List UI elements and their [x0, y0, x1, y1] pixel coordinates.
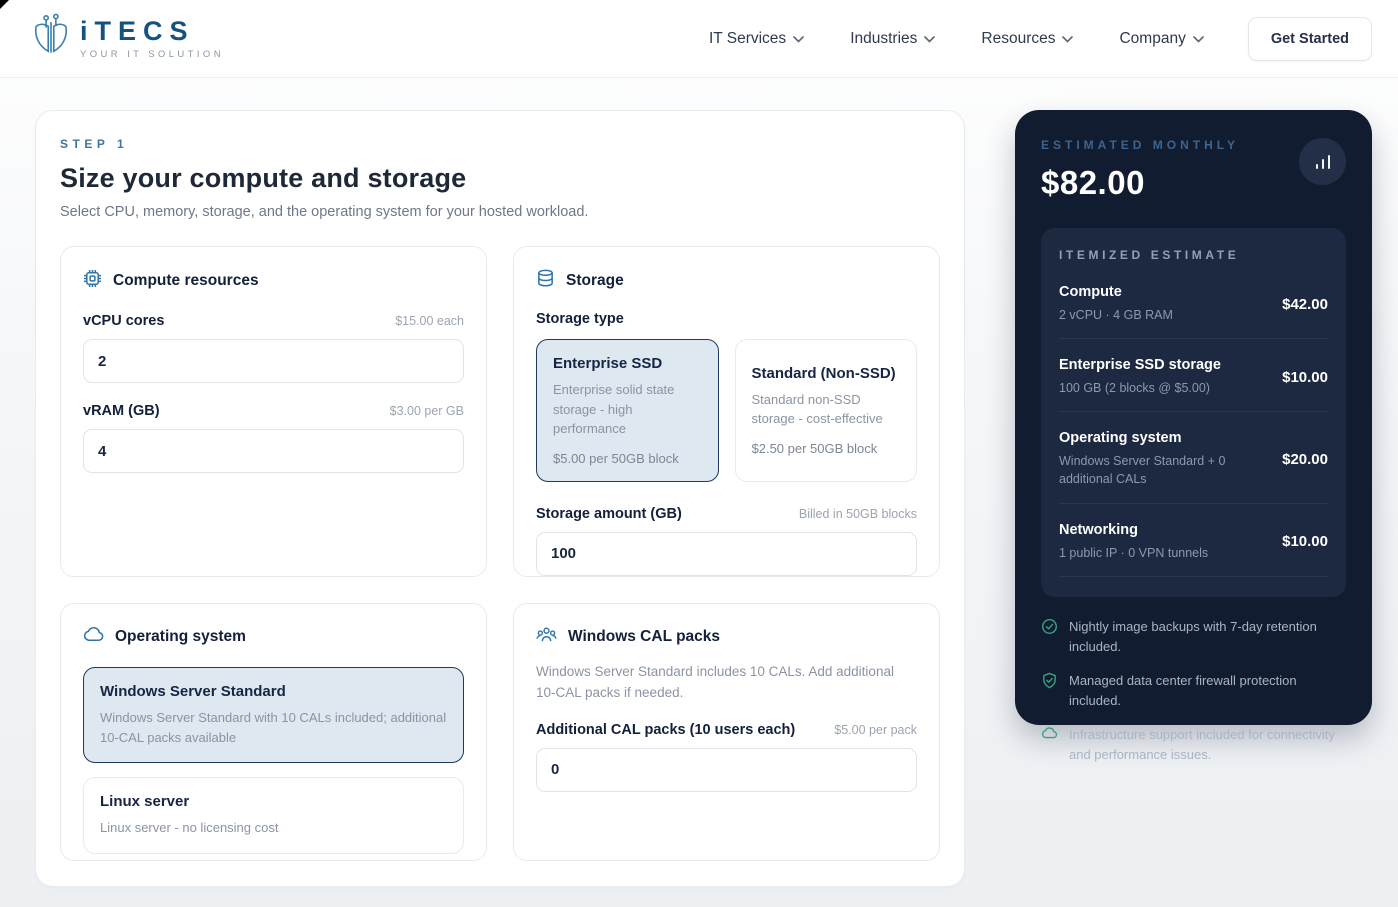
storage-card-title: Storage [566, 272, 624, 289]
option-desc: Standard non-SSD storage - cost-effectiv… [751, 391, 883, 427]
note-support: Infrastructure support included for conn… [1041, 725, 1346, 765]
os-card-title: Operating system [115, 627, 246, 645]
top-navigation-bar: iTECS YOUR IT SOLUTION IT Services Indus… [0, 0, 1398, 78]
note-firewall: Managed data center firewall protection … [1041, 671, 1346, 711]
nav-company[interactable]: Company [1119, 29, 1204, 48]
note-text: Infrastructure support included for conn… [1069, 727, 1335, 763]
item-detail: Windows Server Standard + 0 additional C… [1059, 454, 1226, 487]
nav-label: Industries [850, 29, 918, 47]
storage-amount-label: Storage amount (GB) [536, 505, 682, 522]
step-eyebrow: STEP 1 [60, 137, 129, 151]
item-name: Networking [1059, 521, 1138, 538]
main-nav: IT Services Industries Resources Company [709, 30, 1204, 48]
database-icon [536, 269, 555, 293]
item-detail: 100 GB (2 blocks @ $5.00) [1059, 381, 1210, 396]
page-title: Size your compute and storage [60, 163, 467, 193]
item-name: Compute [1059, 284, 1122, 300]
cal-description: Windows Server Standard includes 10 CALs… [536, 664, 894, 700]
config-grid: Compute resources vCPU cores $15.00 each… [60, 246, 940, 861]
estimate-summary-panel: ESTIMATED MONTHLY $82.00 ITEMIZED ESTIMA… [1015, 110, 1372, 762]
vcpu-label: vCPU cores [83, 313, 165, 329]
os-option-linux[interactable]: Linux server Linux server - no licensing… [83, 777, 464, 854]
shield-check-icon [1041, 672, 1058, 694]
check-circle-icon [1041, 618, 1058, 640]
note-backups: Nightly image backups with 7-day retenti… [1041, 617, 1346, 657]
page-body: STEP 1 Size your compute and storage Sel… [0, 78, 1398, 887]
option-name: Windows Server Standard [100, 683, 286, 700]
storage-amount-hint: Billed in 50GB blocks [798, 506, 917, 521]
item-price: $20.00 [1282, 450, 1328, 468]
item-price: $42.00 [1282, 295, 1328, 313]
estimate-item-storage: Enterprise SSD storage 100 GB (2 blocks … [1059, 351, 1328, 413]
cal-packs-card: Windows CAL packs Windows Server Standar… [513, 603, 940, 861]
operating-system-card: Operating system Windows Server Standard… [60, 603, 487, 861]
included-benefits-list: Nightly image backups with 7-day retenti… [1041, 617, 1346, 766]
nav-industries[interactable]: Industries [850, 29, 936, 48]
note-text: Managed data center firewall protection … [1069, 672, 1297, 709]
option-price: $2.50 per 50GB block [751, 440, 878, 456]
nav-resources[interactable]: Resources [981, 29, 1074, 48]
itecs-logo[interactable]: iTECS YOUR IT SOLUTION [30, 13, 224, 64]
item-detail: 1 public IP · 0 VPN tunnels [1059, 545, 1209, 560]
item-price: $10.00 [1282, 368, 1328, 386]
itemized-estimate-card: ITEMIZED ESTIMATE Compute 2 vCPU · 4 GB … [1041, 228, 1346, 597]
cal-card-title: Windows CAL packs [568, 628, 721, 645]
get-started-button[interactable]: Get Started [1247, 16, 1372, 61]
option-desc: Enterprise solid state storage - high pe… [553, 382, 675, 436]
cal-packs-hint: $5.00 per pack [834, 722, 917, 737]
item-price: $10.00 [1282, 533, 1328, 551]
estimate-item-os: Operating system Windows Server Standard… [1059, 424, 1328, 504]
compute-card-title: Compute resources [113, 272, 259, 289]
storage-card: Storage Storage type Enterprise SSD Ente… [513, 246, 940, 577]
vcpu-input[interactable] [83, 339, 464, 383]
nav-it-services[interactable]: IT Services [709, 30, 804, 48]
cursor-artifact [0, 0, 9, 9]
item-detail: 2 vCPU · 4 GB RAM [1059, 308, 1173, 322]
logo-wordmark: iTECS [80, 15, 195, 46]
chevron-down-icon [924, 30, 936, 48]
vcpu-price-hint: $15.00 each [395, 314, 464, 328]
users-icon [536, 626, 557, 648]
page-subtitle: Select CPU, memory, storage, and the ope… [60, 204, 589, 220]
option-name: Enterprise SSD [553, 355, 663, 372]
item-name: Enterprise SSD storage [1059, 357, 1221, 374]
chevron-down-icon [1193, 30, 1204, 48]
option-name: Standard (Non-SSD) [751, 364, 896, 382]
chevron-down-icon [793, 30, 804, 48]
bar-chart-icon [1299, 138, 1346, 185]
option-price: $5.00 per 50GB block [553, 450, 679, 466]
nav-label: Company [1119, 29, 1186, 47]
estimated-monthly-label: ESTIMATED MONTHLY [1041, 138, 1240, 152]
configurator-panel: STEP 1 Size your compute and storage Sel… [35, 110, 965, 887]
storage-amount-input[interactable] [536, 531, 917, 576]
chevron-down-icon [1062, 30, 1074, 48]
cpu-chip-icon [83, 269, 102, 293]
cloud-os-icon [83, 626, 104, 647]
vram-price-hint: $3.00 per GB [389, 404, 464, 418]
note-text: Nightly image backups with 7-day retenti… [1069, 618, 1317, 654]
nav-label: Resources [981, 29, 1056, 47]
cal-packs-label: Additional CAL packs (10 users each) [536, 721, 796, 738]
cal-packs-input[interactable] [536, 747, 917, 792]
storage-option-enterprise-ssd[interactable]: Enterprise SSD Enterprise solid state st… [536, 339, 719, 482]
cloud-icon [1041, 726, 1058, 744]
estimate-item-compute: Compute 2 vCPU · 4 GB RAM $42.00 [1059, 278, 1328, 340]
itecs-shield-icon [30, 13, 72, 64]
os-option-windows[interactable]: Windows Server Standard Windows Server S… [83, 667, 464, 763]
vram-input[interactable] [83, 429, 464, 473]
vram-label: vRAM (GB) [83, 403, 160, 419]
option-desc: Linux server - no licensing cost [100, 820, 279, 835]
itemized-estimate-title: ITEMIZED ESTIMATE [1059, 248, 1240, 262]
storage-type-label: Storage type [536, 311, 624, 327]
estimate-item-networking: Networking 1 public IP · 0 VPN tunnels $… [1059, 516, 1328, 577]
option-name: Linux server [100, 793, 190, 810]
logo-tagline: YOUR IT SOLUTION [80, 48, 224, 60]
option-desc: Windows Server Standard with 10 CALs inc… [100, 710, 447, 745]
estimated-monthly-total: $82.00 [1041, 164, 1145, 201]
storage-option-standard[interactable]: Standard (Non-SSD) Standard non-SSD stor… [734, 339, 917, 482]
nav-label: IT Services [708, 29, 787, 47]
compute-resources-card: Compute resources vCPU cores $15.00 each… [60, 246, 487, 577]
item-name: Operating system [1059, 430, 1182, 447]
